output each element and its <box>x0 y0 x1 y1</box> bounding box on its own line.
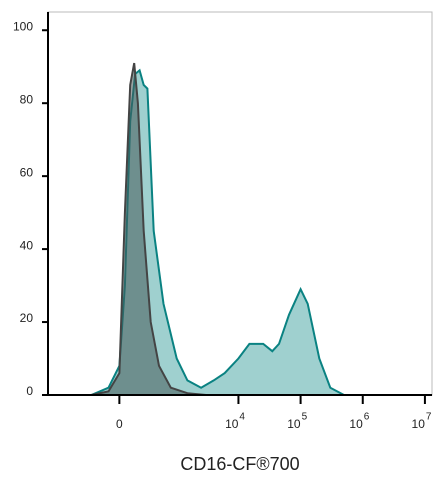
x-tick-label: 10 <box>412 417 426 431</box>
histogram-line <box>62 68 432 396</box>
x-tick-base: 10 <box>225 417 239 431</box>
x-tick-base: 10 <box>287 417 301 431</box>
x-tick-label: 10 <box>349 417 363 431</box>
y-tick-label: 0 <box>26 384 33 398</box>
x-tick-power: 7 <box>426 412 432 423</box>
x-tick-power: 5 <box>302 412 308 423</box>
y-tick-label: 60 <box>20 165 34 179</box>
histogram-area <box>91 63 206 395</box>
x-tick-base: 10 <box>412 417 426 431</box>
x-tick-label: 0 <box>116 417 123 431</box>
y-tick-label: 40 <box>20 238 34 252</box>
x-tick-label: 10 <box>225 417 239 431</box>
histogram-area <box>62 70 432 396</box>
plot-frame <box>47 11 433 396</box>
x-tick-label: 10 <box>287 417 301 431</box>
x-tick-base: 10 <box>349 417 363 431</box>
x-tick-base: 0 <box>116 417 123 431</box>
y-tick-label: 20 <box>20 311 34 325</box>
x-tick-power: 4 <box>239 412 245 423</box>
y-tick-label: 100 <box>13 19 33 33</box>
x-tick-power: 6 <box>364 412 370 423</box>
x-axis-label: CD16-CF®700 <box>180 454 299 474</box>
histogram-line <box>91 62 207 396</box>
y-tick-label: 80 <box>20 92 34 106</box>
